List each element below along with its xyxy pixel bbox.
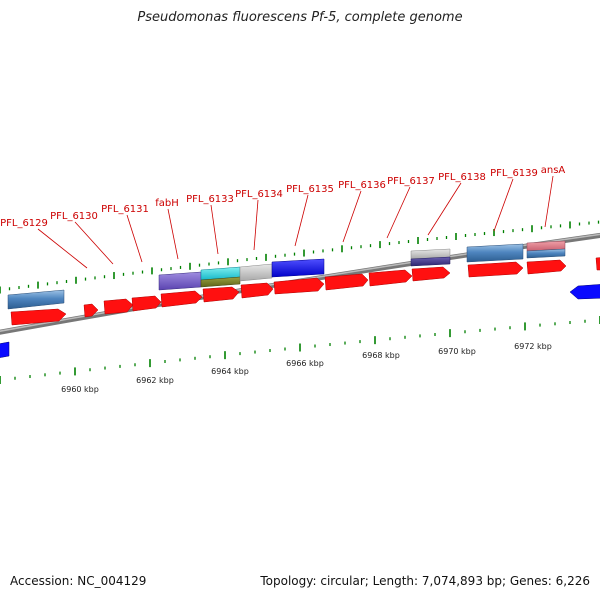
feature-box-purple[interactable] [158,271,202,291]
gene-arrow-pfl-6138[interactable] [411,266,451,282]
leader-line-pfl-6134 [253,199,259,251]
leader-line-pfl-6131 [126,214,143,263]
gene-arrow-pfl-6130[interactable] [103,298,134,315]
scale-labels: 6960 kbp 6962 kbp 6964 kbp 6966 kbp 6968… [61,342,552,394]
gene-label-ansa[interactable]: ansA [541,165,566,176]
scale-label-6970: 6970 kbp [438,347,476,356]
gene-arrow-pfl-6128[interactable] [10,308,67,326]
gene-arrow-pfl-6133[interactable] [202,286,240,303]
leader-line-pfl-6136 [342,190,362,243]
gene-arrow-fabh[interactable] [160,290,203,308]
scale-label-6964: 6964 kbp [211,367,249,376]
leader-line-pfl-6139 [493,178,514,232]
scale-label-6972: 6972 kbp [514,342,552,351]
feature-box-steel-left[interactable] [7,289,65,310]
gene-labels: PFL_6129 PFL_6130 PFL_6131 fabH PFL_6133… [0,165,566,269]
scale-label-6966: 6966 kbp [286,359,324,368]
leader-line-pfl-6137 [386,186,411,239]
leader-line-pfl-6133 [210,204,219,255]
scale-label-6968: 6968 kbp [362,351,400,360]
scale-label-6960: 6960 kbp [61,385,99,394]
gene-arrow-ansa[interactable] [526,259,567,275]
gene-label-pfl-6129[interactable]: PFL_6129 [0,218,48,229]
accession-text: Accession: NC_004129 [10,574,147,588]
map-title: Pseudomonas fluorescens Pf-5, complete g… [137,10,463,25]
feature-box-steel-right[interactable] [466,243,524,263]
summary-text: Topology: circular; Length: 7,074,893 bp… [260,574,590,588]
leader-line-pfl-6138 [427,182,462,236]
leader-line-pfl-6135 [294,194,309,247]
gene-arrow-pfl-6129[interactable] [83,303,99,318]
gene-arrow-pfl-6135[interactable] [273,277,325,295]
leader-line-fabh [167,208,179,260]
gene-label-pfl-6134[interactable]: PFL_6134 [235,189,283,200]
scale-label-6962: 6962 kbp [136,376,174,385]
feature-box-blue[interactable] [271,258,325,278]
gene-arrow-pfl-6139[interactable] [467,261,524,278]
outer-tick-arc [0,220,600,294]
gene-label-pfl-6131[interactable]: PFL_6131 [101,204,149,215]
gene-label-pfl-6130[interactable]: PFL_6130 [50,211,98,222]
feature-box-navy-small[interactable] [410,256,451,267]
gene-arrow-pfl-6136[interactable] [324,273,369,291]
inner-tick-arc [0,316,600,384]
gene-label-pfl-6139[interactable]: PFL_6139 [490,168,538,179]
gene-arrow-pfl-6137[interactable] [368,269,413,287]
feature-box-steel-small[interactable] [526,248,566,259]
gene-label-pfl-6136[interactable]: PFL_6136 [338,180,386,191]
gene-arrow-next[interactable] [595,257,600,271]
gene-arrow-reverse-left[interactable] [0,341,10,358]
gene-label-pfl-6138[interactable]: PFL_6138 [438,172,486,183]
gene-label-pfl-6135[interactable]: PFL_6135 [286,184,334,195]
feature-box-grey[interactable] [239,263,273,282]
reverse-genes [0,284,600,358]
leader-line-ansa [544,175,554,228]
feature-box-olive[interactable] [200,276,241,288]
gene-label-pfl-6133[interactable]: PFL_6133 [186,194,234,205]
gene-arrow-reverse-right[interactable] [569,284,600,300]
leader-line-pfl-6129 [37,228,88,269]
gene-label-pfl-6137[interactable]: PFL_6137 [387,176,435,187]
gene-label-fabh[interactable]: fabH [155,198,179,209]
leader-line-pfl-6130 [74,221,114,265]
gene-arrow-pfl-6131[interactable] [131,295,162,312]
forward-genes [10,257,600,326]
feature-boxes [7,240,566,310]
gene-arrow-pfl-6134[interactable] [240,282,274,299]
